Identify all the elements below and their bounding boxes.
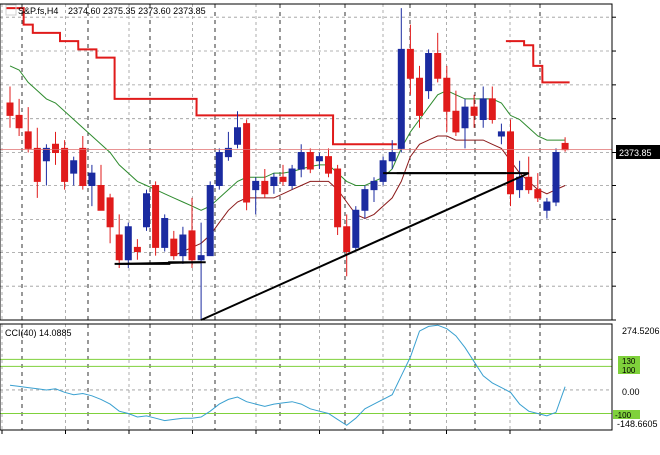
candle-body [315,156,323,162]
candle-body [443,77,451,112]
price-pane-frame [0,3,613,321]
candle-body [297,152,305,170]
candle-body [79,147,87,187]
candle-body [270,176,278,187]
candle-body [15,114,23,129]
candle-body [507,131,514,195]
candle-body [97,185,105,211]
candle-body [33,147,41,182]
cci-100-label: 100 [622,366,636,375]
candle-body [370,180,378,191]
candle-body [525,176,533,191]
candle-body [70,160,78,174]
ma-dark-line [173,135,566,257]
candle-body [61,147,69,182]
candle-body [279,176,287,182]
candle-body [133,246,141,253]
candle-body [470,106,478,116]
candle-body [88,172,96,187]
candle-body [479,98,487,121]
candle-body [234,127,241,145]
candle-body [325,156,332,174]
candle-body [406,48,414,79]
cci-130-tag [618,356,640,365]
candle-body [252,180,260,191]
candle-body [361,189,369,211]
candle-body [143,193,150,228]
cci-minus100-tag [613,410,640,419]
candle-body [261,180,269,195]
candle-body [306,152,314,170]
candle-body [343,226,351,253]
ma-green-line [9,65,566,211]
cci-label: CCI(40) 14.0885 [5,328,72,338]
candle-body [243,123,251,203]
cci-100-tag [618,365,640,374]
cci-pane-frame [0,323,613,431]
candle-body [188,230,196,261]
candle-body [352,209,360,248]
cci-130-label: 130 [622,357,636,366]
axes [0,3,616,434]
candle-body [461,106,469,129]
candle-body [497,131,505,137]
candle-body [206,185,214,257]
candle-body [425,53,433,92]
ohlc-readout: 2374.60 2375.35 2373.60 2373.85 [68,6,206,16]
candle-body [388,152,396,162]
cci-minus100-label: -100 [615,411,632,420]
trendline [200,172,530,321]
cci-pane[interactable] [0,324,612,426]
candle-body [552,152,560,203]
current-price-label: 2373.85 [619,148,652,158]
candle-body [434,53,442,79]
candle-body [115,234,123,261]
chart-symbol-icon [5,4,17,16]
cci-zero-level: 0.00 [622,387,640,397]
candle-body [24,131,32,149]
price-pane[interactable] [0,7,612,321]
candle-body [124,226,132,261]
candle-body [416,77,423,116]
candle-body [224,147,232,158]
candle-body [379,160,387,182]
cci-bottom-level: -148.6605 [617,419,658,429]
candle-body [534,189,542,199]
candle-body [488,98,496,121]
candle-body [106,197,114,228]
candle-body [561,142,569,151]
candle-body [170,238,178,257]
candle-body [334,168,342,228]
candle-body [152,185,160,248]
main-title: S&P.fs,H4 [18,6,58,16]
envelope-upper-line [5,7,397,146]
candle-body [6,102,14,116]
candle-body [288,168,296,187]
candle-body [452,110,460,133]
candle-body [42,147,50,162]
candle-body [179,234,187,257]
candle-body [543,201,551,211]
envelope-upper-line [505,40,570,84]
candle-body [197,255,205,261]
cci-top-level: 274.5206 [622,326,660,336]
candle-body [52,143,59,154]
trendline [119,261,202,265]
candle-body [161,218,169,248]
current-price-tag [616,145,660,159]
candle-body [215,152,223,187]
cci-line [9,324,566,426]
candle-body [397,48,405,149]
